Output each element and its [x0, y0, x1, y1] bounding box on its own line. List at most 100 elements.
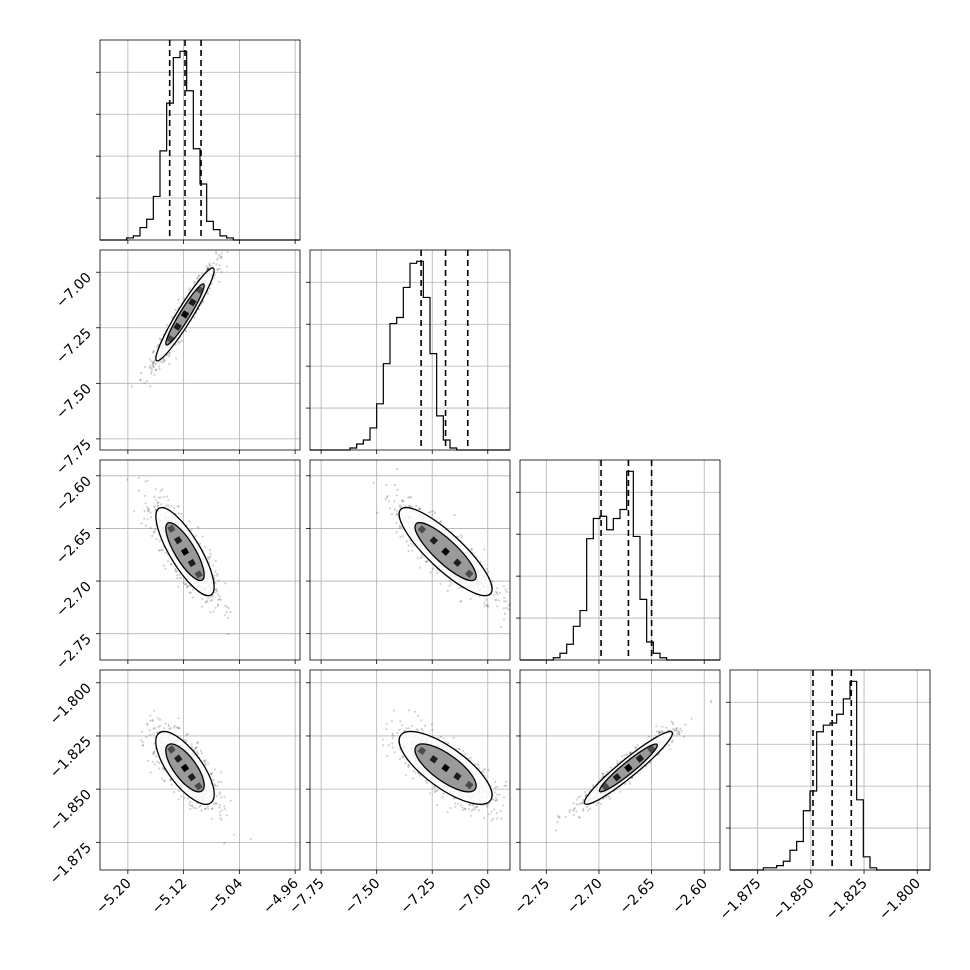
scatter-point	[140, 371, 143, 374]
scatter-point	[159, 718, 162, 721]
scatter-point	[482, 769, 485, 772]
scatter-point	[203, 760, 206, 763]
scatter-point	[175, 570, 178, 573]
scatter-point	[410, 542, 413, 546]
scatter-point	[167, 725, 170, 728]
scatter-point	[152, 531, 156, 534]
scatter-point	[215, 794, 218, 797]
scatter-point	[417, 714, 420, 717]
scatter-point	[411, 777, 414, 780]
scatter-point	[160, 548, 163, 551]
scatter-point	[156, 760, 159, 763]
scatter-point	[149, 714, 152, 717]
scatter-point	[496, 793, 499, 796]
scatter-point	[402, 535, 405, 538]
density-square	[417, 746, 427, 755]
scatter-point	[207, 267, 210, 270]
panel-frame	[519, 459, 721, 661]
scatter-point	[439, 735, 442, 738]
scatter-point	[385, 483, 388, 487]
scatter-point	[385, 496, 389, 499]
scatter-point	[126, 478, 129, 481]
scatter-point	[223, 842, 226, 845]
scatter-point	[223, 795, 226, 798]
scatter-point	[458, 587, 461, 590]
x-tick-label: −7.00	[453, 876, 495, 918]
scatter-point	[196, 741, 199, 745]
scatter-point	[209, 599, 212, 602]
scatter-point	[395, 494, 398, 497]
scatter-point	[218, 810, 221, 813]
scatter-point	[212, 564, 215, 567]
scatter-point	[144, 480, 147, 483]
scatter-point	[152, 733, 155, 736]
scatter-point	[502, 796, 505, 799]
scatter-point	[496, 605, 499, 608]
scatter-point	[426, 559, 429, 562]
scatter-point	[193, 316, 196, 319]
scatter-point	[416, 729, 420, 732]
scatter-point	[474, 808, 477, 811]
scatter-point	[232, 833, 235, 836]
scatter-point	[207, 266, 210, 270]
scatter-point	[159, 360, 163, 363]
scatter-point	[195, 746, 198, 749]
scatter-point	[214, 570, 217, 573]
scatter-point	[214, 606, 217, 609]
scatter-point	[183, 738, 186, 742]
scatter-point	[146, 508, 149, 511]
scatter-point	[161, 777, 164, 780]
scatter-point	[156, 346, 159, 349]
scatter-point	[200, 752, 203, 755]
scatter-point	[205, 600, 208, 603]
scatter-point	[178, 342, 181, 345]
scatter-point	[153, 373, 156, 376]
scatter-point	[385, 728, 388, 731]
scatter-point	[484, 598, 488, 601]
scatter-point	[372, 481, 375, 484]
scatter-point	[204, 762, 207, 765]
scatter-point	[498, 591, 501, 594]
scatter-point	[184, 330, 188, 333]
scatter-point	[218, 792, 221, 795]
scatter-point	[157, 496, 160, 499]
scatter-point	[419, 556, 422, 560]
scatter-point	[487, 570, 490, 574]
scatter-point	[211, 772, 214, 775]
scatter-point	[505, 606, 508, 610]
scatter-point	[496, 593, 499, 596]
scatter-point	[628, 780, 631, 783]
scatter-point	[439, 521, 442, 524]
x-tick-label: −7.25	[397, 876, 439, 918]
scatter-point	[395, 531, 398, 534]
scatter-point	[224, 582, 227, 585]
scatter-point	[191, 596, 194, 599]
density-core	[398, 506, 493, 597]
scatter-point	[496, 798, 499, 801]
scatter-point	[169, 351, 172, 354]
y-tick-label: −7.25	[53, 325, 95, 367]
scatter-point	[189, 800, 192, 803]
density-square	[167, 524, 176, 533]
scatter-point	[178, 573, 181, 576]
scatter-point	[146, 479, 149, 482]
scatter-point	[459, 600, 462, 603]
scatter-point	[198, 805, 201, 808]
scatter-point	[216, 593, 219, 596]
scatter-point	[447, 741, 450, 745]
scatter-point	[201, 597, 204, 600]
scatter-point	[482, 771, 485, 774]
scatter-panel-1-0: −7.75−7.50−7.25−7.00	[53, 249, 301, 478]
scatter-point	[174, 568, 177, 571]
scatter-point	[160, 503, 163, 506]
scatter-point	[146, 723, 149, 726]
scatter-point	[391, 742, 394, 745]
scatter-point	[461, 806, 464, 809]
scatter-point	[398, 728, 401, 731]
scatter-point	[424, 560, 427, 563]
scatter-point	[219, 817, 222, 820]
scatter-point	[488, 813, 491, 816]
scatter-point	[217, 780, 220, 783]
scatter-point	[151, 362, 154, 365]
scatter-point	[207, 557, 210, 560]
